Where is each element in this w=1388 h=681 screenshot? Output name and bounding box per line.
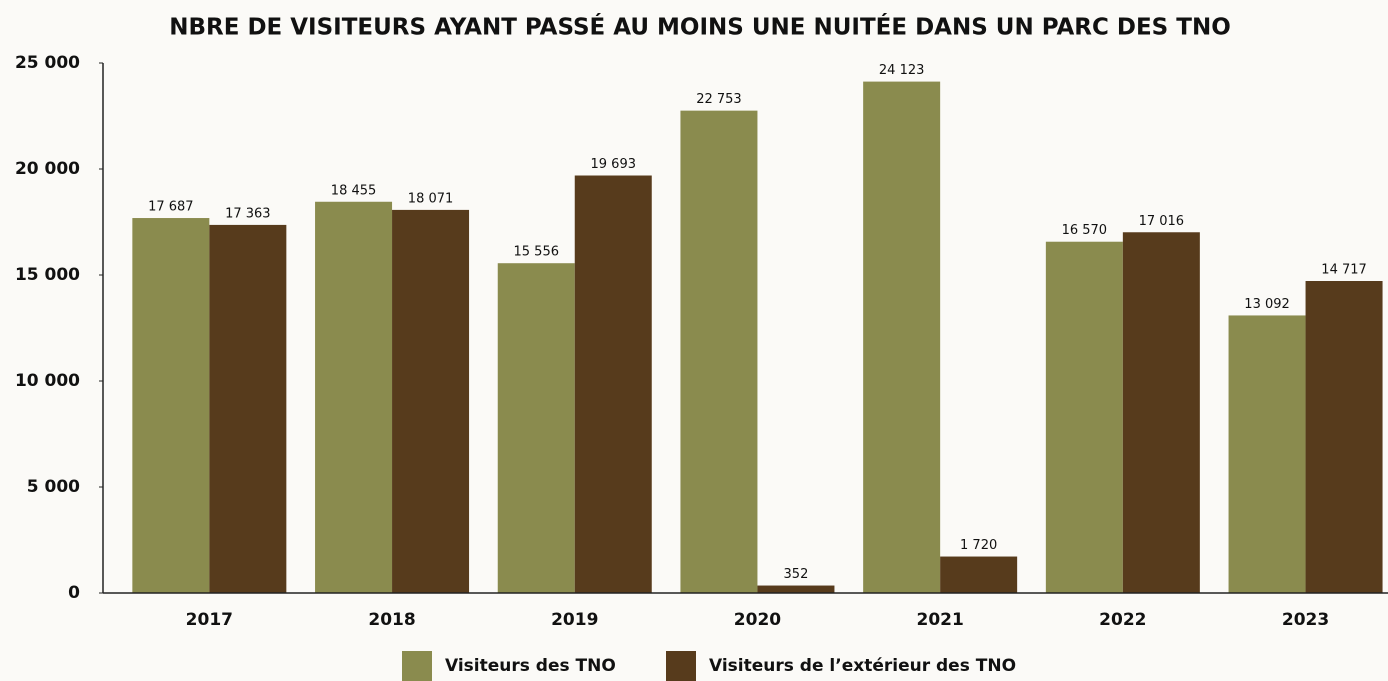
bar [1122, 232, 1200, 593]
value-label: 24 123 [879, 63, 925, 78]
x-tick-label: 2018 [368, 610, 415, 630]
x-tick-label: 2017 [186, 610, 233, 630]
bar [132, 218, 210, 594]
bar [574, 175, 652, 593]
bar [497, 263, 575, 593]
bar [1305, 280, 1383, 593]
bar [315, 201, 393, 593]
x-tick-label: 2022 [1099, 610, 1146, 630]
value-label: 17 016 [1139, 214, 1185, 229]
x-tick-label: 2023 [1282, 610, 1329, 630]
y-tick-label: 20 000 [15, 159, 80, 179]
value-label: 18 071 [408, 191, 454, 206]
value-label: 19 693 [591, 157, 637, 172]
y-tick-label: 15 000 [15, 265, 80, 285]
x-tick-label: 2021 [916, 610, 963, 630]
chart-title: NBRE DE VISITEURS AYANT PASSÉ AU MOINS U… [169, 13, 1231, 41]
value-label: 22 753 [696, 92, 742, 107]
y-tick-label: 0 [68, 583, 80, 603]
legend-swatch [666, 651, 696, 681]
value-label: 14 717 [1321, 262, 1367, 277]
bar [1045, 241, 1123, 593]
legend-label: Visiteurs des TNO [445, 656, 616, 676]
value-label: 17 363 [225, 206, 271, 221]
x-tick-label: 2019 [551, 610, 598, 630]
y-tick-label: 25 000 [15, 53, 80, 73]
value-label: 13 092 [1244, 297, 1290, 312]
x-tick-label: 2020 [734, 610, 781, 630]
y-tick-label: 10 000 [15, 371, 80, 391]
value-label: 352 [784, 567, 809, 582]
bar [940, 556, 1018, 593]
value-label: 16 570 [1062, 223, 1108, 238]
value-label: 18 455 [331, 183, 377, 198]
bar [209, 224, 287, 593]
legend-swatch [402, 651, 432, 681]
bar [1228, 315, 1306, 593]
bar [680, 110, 758, 593]
value-label: 17 687 [148, 200, 194, 215]
y-tick-label: 5 000 [27, 477, 80, 497]
legend-label: Visiteurs de l’extérieur des TNO [709, 656, 1016, 676]
bar [392, 209, 470, 593]
bar [863, 81, 941, 593]
bar [757, 585, 835, 593]
value-label: 15 556 [514, 245, 560, 260]
value-label: 1 720 [960, 538, 997, 553]
